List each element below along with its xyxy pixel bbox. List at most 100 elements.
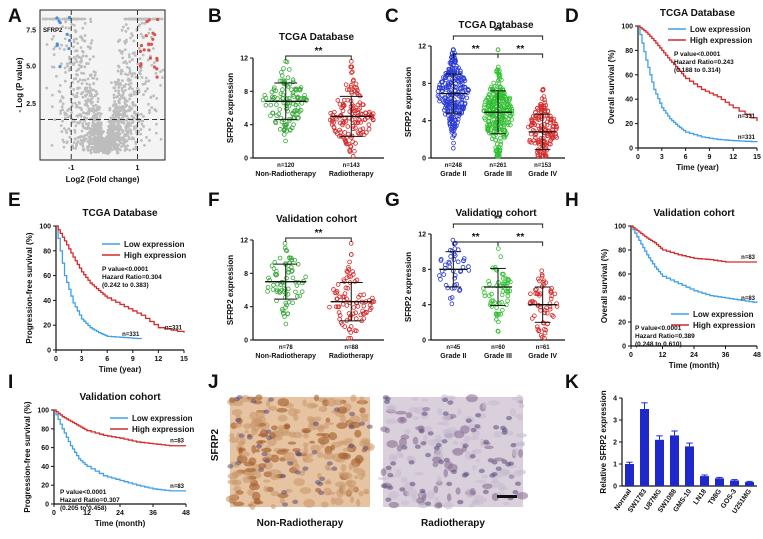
volcano-point — [148, 27, 152, 31]
y-tick-label: 60 — [618, 272, 626, 279]
volcano-point — [91, 114, 95, 118]
volcano-point — [124, 103, 128, 107]
data-point — [355, 88, 360, 93]
data-point — [437, 98, 442, 104]
volcano-point — [86, 124, 90, 128]
x-tick-label: 15 — [180, 356, 188, 363]
group-n-label: n=45 — [446, 345, 461, 351]
data-point — [443, 95, 449, 100]
volcano-point — [68, 57, 72, 61]
x-tick-label: 0 — [636, 154, 640, 161]
volcano-point — [88, 135, 92, 139]
data-point — [495, 47, 501, 53]
significance-bracket — [497, 241, 544, 246]
ihc-stain — [359, 440, 366, 447]
data-point — [355, 130, 361, 136]
y-tick-label: 20 — [625, 121, 633, 128]
ihc-stain — [276, 407, 288, 413]
data-point — [273, 271, 278, 277]
volcano-point — [142, 144, 146, 147]
data-point — [493, 311, 499, 316]
group-label: Grade II — [440, 171, 466, 178]
y-tick-label: 0 — [422, 338, 426, 345]
data-point — [284, 106, 289, 112]
ihc-stain — [322, 452, 335, 460]
volcano-point — [80, 71, 83, 75]
volcano-point — [133, 110, 137, 114]
data-point — [268, 113, 273, 119]
volcano-point — [84, 54, 88, 58]
x-tick-label: 36 — [722, 352, 730, 359]
data-point — [288, 265, 294, 270]
ihc-nucleus — [491, 472, 498, 477]
data-point — [541, 94, 547, 99]
statistics-text: (0.188 to 0.314) — [674, 67, 721, 74]
ihc-stain — [432, 461, 439, 468]
data-point — [286, 67, 292, 72]
data-point — [543, 153, 548, 159]
ihc-stain — [322, 433, 330, 439]
volcano-point — [71, 146, 75, 150]
ihc-stain — [302, 399, 307, 407]
volcano-point — [118, 101, 121, 105]
volcano-point — [117, 78, 121, 82]
data-point — [341, 135, 346, 140]
volcano-point — [150, 63, 154, 67]
significance-marker: ** — [516, 232, 524, 243]
data-point — [460, 94, 465, 100]
panel-letter-H: H — [565, 190, 579, 211]
ihc-stain — [300, 451, 308, 455]
volcano-point — [117, 86, 121, 89]
volcano-point — [89, 74, 93, 78]
data-point — [539, 334, 545, 340]
ihc-nucleus — [326, 461, 333, 466]
data-point — [486, 92, 492, 97]
volcano-point — [83, 119, 86, 123]
panel-letter-F: F — [208, 190, 220, 211]
volcano-point — [114, 137, 118, 140]
volcano-point — [113, 100, 116, 103]
volcano-point — [83, 78, 87, 82]
ihc-nucleus — [261, 451, 268, 457]
data-point — [286, 103, 292, 109]
volcano-point — [142, 93, 145, 97]
volcano-point — [122, 84, 126, 88]
ihc-nucleus — [383, 399, 390, 404]
data-point — [451, 47, 456, 53]
volcano-point — [134, 75, 138, 79]
data-point — [358, 120, 364, 125]
data-point — [491, 105, 496, 111]
data-point — [437, 96, 443, 101]
volcano-point — [62, 145, 66, 149]
y-tick-label: 80 — [618, 248, 626, 255]
volcano-point — [78, 120, 82, 124]
data-point — [446, 259, 452, 265]
volcano-point — [141, 119, 144, 123]
data-point — [465, 90, 470, 95]
data-point — [493, 317, 499, 322]
volcano-point — [48, 17, 52, 21]
data-point — [549, 293, 555, 299]
volcano-point — [116, 69, 120, 73]
data-point — [539, 116, 545, 122]
ihc-stain — [228, 437, 240, 444]
volcano-point — [126, 144, 129, 148]
ihc-nucleus — [399, 487, 406, 492]
data-point — [272, 260, 278, 265]
data-point — [448, 61, 454, 67]
ihc-nucleus — [385, 465, 392, 470]
volcano-point — [78, 78, 82, 82]
volcano-point — [81, 26, 85, 30]
n-at-risk-label: n=331 — [165, 326, 183, 332]
data-point — [280, 87, 285, 92]
ihc-stain — [227, 479, 239, 485]
volcano-point — [71, 93, 75, 96]
data-point — [499, 292, 505, 298]
y-tick-label: 8 — [244, 89, 248, 96]
ihc-stain — [239, 451, 251, 457]
volcano-point — [118, 132, 122, 136]
data-point — [493, 265, 498, 270]
ihc-stain — [248, 457, 257, 466]
volcano-point — [139, 32, 143, 36]
data-point — [528, 123, 534, 129]
